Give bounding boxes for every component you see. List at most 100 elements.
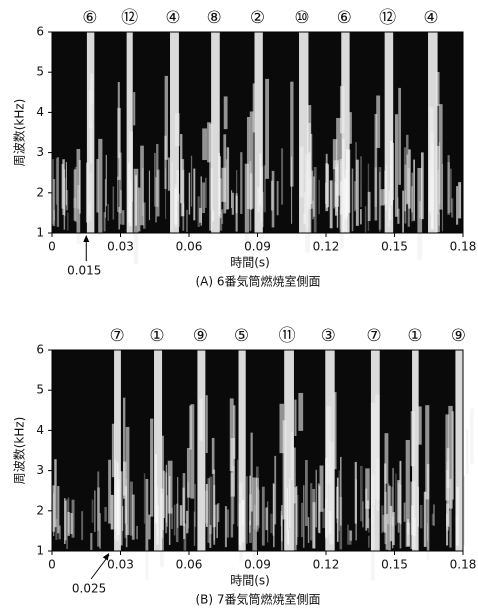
spectrogram-texture: [410, 411, 415, 467]
spectrogram-texture: [365, 468, 370, 509]
spectrogram-texture: [221, 209, 224, 224]
x-tick-label: 0.12: [313, 558, 340, 572]
spectrogram-texture: [125, 426, 130, 536]
spectrogram-texture: [458, 182, 462, 219]
spectrogram-texture: [450, 198, 454, 218]
spectrogram-texture: [219, 211, 223, 231]
spectrogram-texture: [326, 406, 331, 484]
spectrogram-texture: [89, 121, 93, 164]
spectrogram-texture: [340, 456, 342, 526]
spectrogram-texture: [419, 504, 423, 529]
cylinder-label: ⑦: [109, 326, 124, 346]
spectrogram-texture: [165, 168, 167, 220]
spectrogram-texture: [432, 504, 436, 526]
spectrogram-texture: [426, 464, 430, 561]
spectrogram-texture: [162, 470, 165, 519]
spectrogram-texture: [233, 405, 236, 459]
spectrogram-texture: [148, 170, 151, 221]
spectrogram-texture: [364, 206, 367, 233]
spectrogram-texture: [367, 191, 371, 221]
spectrogram-texture: [263, 165, 266, 213]
spectrogram-texture: [360, 156, 362, 208]
spectrogram-texture: [125, 524, 128, 548]
spectrogram-texture: [435, 146, 440, 233]
spectrogram-texture: [183, 521, 186, 539]
spectrogram-texture: [449, 478, 452, 548]
spectrogram-texture: [390, 143, 395, 201]
spectrogram-texture: [407, 167, 410, 227]
spectrogram-texture: [392, 468, 394, 527]
spectrogram-texture: [55, 158, 58, 205]
spectrogram-texture: [256, 477, 260, 526]
spectrogram-texture: [298, 392, 304, 431]
spectrogram-texture: [182, 203, 185, 231]
spectrogram-texture: [349, 112, 352, 144]
spectrogram-texture: [282, 420, 287, 520]
spectrogram-texture: [107, 203, 109, 221]
spectrogram-texture: [336, 117, 342, 196]
spectrogram-texture: [379, 171, 381, 232]
spectrogram-texture: [417, 406, 422, 445]
cylinder-label: ⑨: [451, 326, 466, 346]
spectrogram-texture: [173, 504, 176, 536]
spectrogram-texture: [188, 172, 191, 215]
spectrogram-texture: [118, 206, 121, 230]
x-tick-label: 0.15: [381, 240, 408, 254]
spectrogram-texture: [129, 481, 133, 536]
spectrogram-texture: [143, 202, 146, 229]
spectrogram-texture: [91, 499, 94, 523]
spectrogram-texture: [338, 470, 340, 531]
cylinder-label: ⑩: [294, 8, 309, 28]
spectrogram-texture: [447, 162, 450, 215]
spectrogram-texture: [155, 177, 157, 223]
spectrogram-texture: [71, 499, 75, 538]
spectrogram-texture: [319, 465, 324, 512]
spectrogram-texture: [136, 525, 138, 540]
spectrogram-texture: [231, 190, 233, 209]
spectrogram-texture: [370, 402, 376, 506]
spectrogram-texture: [200, 176, 202, 226]
spectrogram-texture: [231, 192, 234, 215]
spectrogram-texture: [349, 530, 353, 541]
spectrogram-texture: [58, 525, 61, 540]
cylinder-label: ⑫: [379, 8, 396, 28]
spectrogram-texture: [111, 423, 115, 478]
spectrogram-texture: [333, 392, 337, 470]
spectrogram-texture: [290, 431, 294, 481]
spectrogram-texture: [178, 193, 180, 228]
spectrogram-texture: [249, 207, 251, 232]
spectrogram-texture: [448, 511, 450, 528]
spectrogram-texture: [165, 464, 167, 523]
spectrogram-texture: [284, 350, 294, 551]
spectrogram-texture: [238, 350, 246, 551]
spectrogram-texture: [299, 32, 309, 233]
cylinder-label: ①: [149, 326, 164, 346]
spectrogram-texture: [171, 507, 173, 530]
y-tick-label: 4: [36, 423, 44, 437]
spectrogram-texture: [391, 486, 393, 526]
spectrogram-texture: [110, 494, 114, 530]
spectrogram-texture: [425, 405, 430, 500]
spectrogram-texture: [246, 117, 251, 209]
spectrogram-texture: [73, 169, 77, 221]
spectrogram-texture: [229, 398, 234, 471]
spectrogram-texture: [301, 502, 303, 538]
spectrogram-texture: [70, 512, 73, 535]
x-tick-label: 0.15: [381, 558, 408, 572]
caption: (B) 7番気筒燃焼室側面: [195, 592, 320, 607]
spectrogram-texture: [397, 482, 400, 533]
spectrogram-texture: [205, 490, 208, 524]
spectrogram-texture: [90, 533, 93, 550]
spectrogram-texture: [296, 494, 299, 538]
spectrogram-texture: [271, 170, 275, 228]
spectrogram-texture: [180, 159, 185, 217]
spectrogram-texture: [451, 411, 454, 500]
y-tick-label: 6: [36, 25, 44, 39]
spectrogram-texture: [236, 170, 238, 214]
spectrogram-texture: [167, 460, 173, 514]
spectrogram-texture: [291, 156, 293, 224]
spectrogram-texture: [249, 520, 251, 533]
spectrogram-texture: [137, 187, 141, 232]
spectrogram-texture: [447, 155, 450, 214]
x-tick-label: 0.09: [244, 558, 271, 572]
